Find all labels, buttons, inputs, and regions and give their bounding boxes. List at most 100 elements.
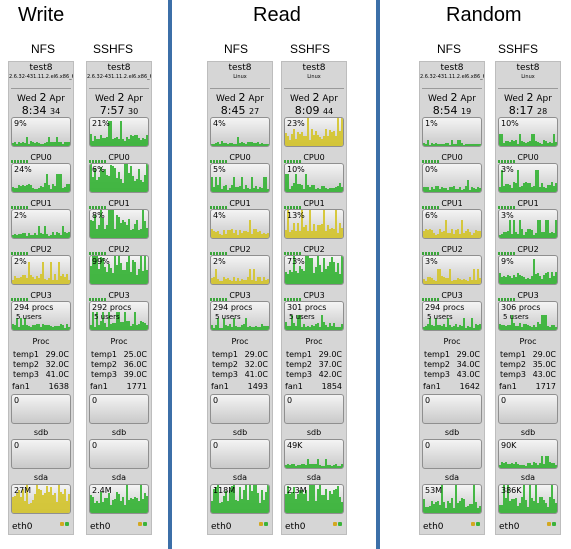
cpu1-graph[interactable]: 6% bbox=[422, 209, 482, 239]
column-label-nfs: NFS bbox=[437, 42, 461, 56]
usage-graph bbox=[12, 262, 70, 284]
cpu2-graph[interactable]: 3% bbox=[422, 255, 482, 285]
disk-sdb-value: 0 bbox=[213, 441, 219, 450]
panel-label: CPU2 bbox=[303, 245, 325, 254]
disk-label-sdb: sdb bbox=[520, 428, 536, 437]
cpu0-graph[interactable]: 3% bbox=[498, 163, 558, 193]
day-number: 2 bbox=[238, 91, 246, 104]
panel-label: CPU1 bbox=[303, 199, 325, 208]
temperature-row: temp1 29.0C bbox=[212, 350, 268, 359]
cpu-total-graph[interactable]: 9% bbox=[11, 117, 71, 147]
user-count: 5 users bbox=[215, 313, 241, 321]
panel-label: CPU2 bbox=[30, 245, 52, 254]
weekday: Wed bbox=[95, 94, 115, 104]
cpu0-graph[interactable]: 10% bbox=[284, 163, 344, 193]
disk-label-sda: sda bbox=[111, 473, 127, 482]
cpu1-graph[interactable]: 13% bbox=[284, 209, 344, 239]
activity-leds bbox=[498, 194, 558, 209]
usage-value: 8% bbox=[92, 211, 105, 220]
network-graph[interactable]: 0 bbox=[11, 394, 71, 424]
disk-sdb-graph[interactable]: 0 bbox=[422, 439, 482, 469]
activity-leds bbox=[210, 286, 270, 301]
clock-seconds: 28 bbox=[537, 107, 548, 116]
usage-value: 10% bbox=[287, 165, 305, 174]
kernel-version: Linux bbox=[307, 74, 321, 80]
sensor-name: temp1 bbox=[286, 350, 313, 359]
cpu1-graph[interactable]: 3% bbox=[498, 209, 558, 239]
disk-sdb-graph[interactable]: 90K bbox=[498, 439, 558, 469]
date-display: Wed 2 Apr bbox=[9, 91, 73, 104]
cpu-total-graph[interactable]: 21% bbox=[89, 117, 149, 147]
cpu0-graph[interactable]: 5% bbox=[210, 163, 270, 193]
network-value: 0 bbox=[14, 396, 20, 405]
cpu0-graph[interactable]: 24% bbox=[11, 163, 71, 193]
cpu-total-graph[interactable]: 1% bbox=[422, 117, 482, 147]
hostname: test8 bbox=[29, 63, 53, 73]
disk-sda-graph[interactable]: 53M bbox=[422, 484, 482, 514]
fan-speed: 1771 bbox=[126, 382, 147, 391]
disk-label-sda: sda bbox=[520, 473, 536, 482]
cpu2-graph[interactable]: 9% bbox=[498, 255, 558, 285]
disk-sda-graph[interactable]: 27M bbox=[11, 484, 71, 514]
usage-value: 2% bbox=[14, 257, 27, 266]
cpu2-graph[interactable]: 2% bbox=[11, 255, 71, 285]
usage-value: 2% bbox=[14, 211, 27, 220]
process-graph[interactable]: 292 procs 5 users bbox=[89, 301, 149, 331]
divider-line bbox=[498, 88, 558, 89]
panel-label: Proc bbox=[443, 337, 461, 346]
activity-leds bbox=[284, 240, 344, 255]
disk-sdb-graph[interactable]: 0 bbox=[210, 439, 270, 469]
cpu2-graph[interactable]: 2% bbox=[210, 255, 270, 285]
network-value: 0 bbox=[213, 396, 219, 405]
network-interface-label: eth0 bbox=[211, 522, 232, 532]
disk-sda-graph[interactable]: 118M bbox=[210, 484, 270, 514]
disk-sdb-graph[interactable]: 0 bbox=[11, 439, 71, 469]
section-title-write: Write bbox=[18, 4, 65, 26]
network-value: 0 bbox=[92, 396, 98, 405]
disk-sdb-graph[interactable]: 49K bbox=[284, 439, 344, 469]
cpu0-graph[interactable]: 6% bbox=[89, 163, 149, 193]
process-graph[interactable]: 294 procs 5 users bbox=[210, 301, 270, 331]
clock-display: 8:54 19 bbox=[420, 104, 484, 117]
cpu1-graph[interactable]: 4% bbox=[210, 209, 270, 239]
day-number: 2 bbox=[117, 91, 125, 104]
kernel-version: 2.6.32-431.11.2.el6.x86_64 bbox=[87, 74, 151, 80]
disk-label-sdb: sdb bbox=[33, 428, 49, 437]
hostname: test8 bbox=[516, 63, 540, 73]
panel-label: CPU3 bbox=[108, 291, 130, 300]
sensor-value: 29.0C bbox=[244, 350, 268, 359]
usage-graph bbox=[90, 312, 148, 330]
sensor-name: temp2 bbox=[212, 360, 239, 369]
fan-label: fan1 bbox=[423, 382, 441, 391]
divider-line bbox=[210, 88, 270, 89]
network-graph[interactable]: 0 bbox=[89, 394, 149, 424]
cpu-total-graph[interactable]: 10% bbox=[498, 117, 558, 147]
cpu1-graph[interactable]: 8% bbox=[89, 209, 149, 239]
network-graph[interactable]: 0 bbox=[284, 394, 344, 424]
process-graph[interactable]: 301 procs 5 users bbox=[284, 301, 344, 331]
disk-sdb-graph[interactable]: 0 bbox=[89, 439, 149, 469]
disk-sda-graph[interactable]: 2.3M bbox=[284, 484, 344, 514]
activity-leds bbox=[284, 148, 344, 163]
network-graph[interactable]: 0 bbox=[422, 394, 482, 424]
cpu0-graph[interactable]: 0% bbox=[422, 163, 482, 193]
usage-graph bbox=[423, 269, 481, 284]
usage-graph bbox=[285, 256, 343, 284]
cpu-total-graph[interactable]: 4% bbox=[210, 117, 270, 147]
cpu2-graph[interactable]: 99% bbox=[89, 255, 149, 285]
cpu1-graph[interactable]: 2% bbox=[11, 209, 71, 239]
network-graph[interactable]: 0 bbox=[210, 394, 270, 424]
sensor-value: 32.0C bbox=[45, 360, 69, 369]
cpu-total-graph[interactable]: 23% bbox=[284, 117, 344, 147]
process-graph[interactable]: 306 procs 5 users bbox=[498, 301, 558, 331]
process-graph[interactable]: 294 procs 5 users bbox=[422, 301, 482, 331]
disk-sda-graph[interactable]: 386K bbox=[498, 484, 558, 514]
usage-graph bbox=[211, 177, 269, 192]
network-graph[interactable]: 0 bbox=[498, 394, 558, 424]
process-graph[interactable]: 294 procs 5 users bbox=[11, 301, 71, 331]
user-count: 5 users bbox=[94, 313, 120, 321]
panel-label: CPU1 bbox=[517, 199, 539, 208]
disk-sdb-value: 90K bbox=[501, 441, 517, 450]
cpu2-graph[interactable]: 73% bbox=[284, 255, 344, 285]
disk-sda-graph[interactable]: 2.4M bbox=[89, 484, 149, 514]
